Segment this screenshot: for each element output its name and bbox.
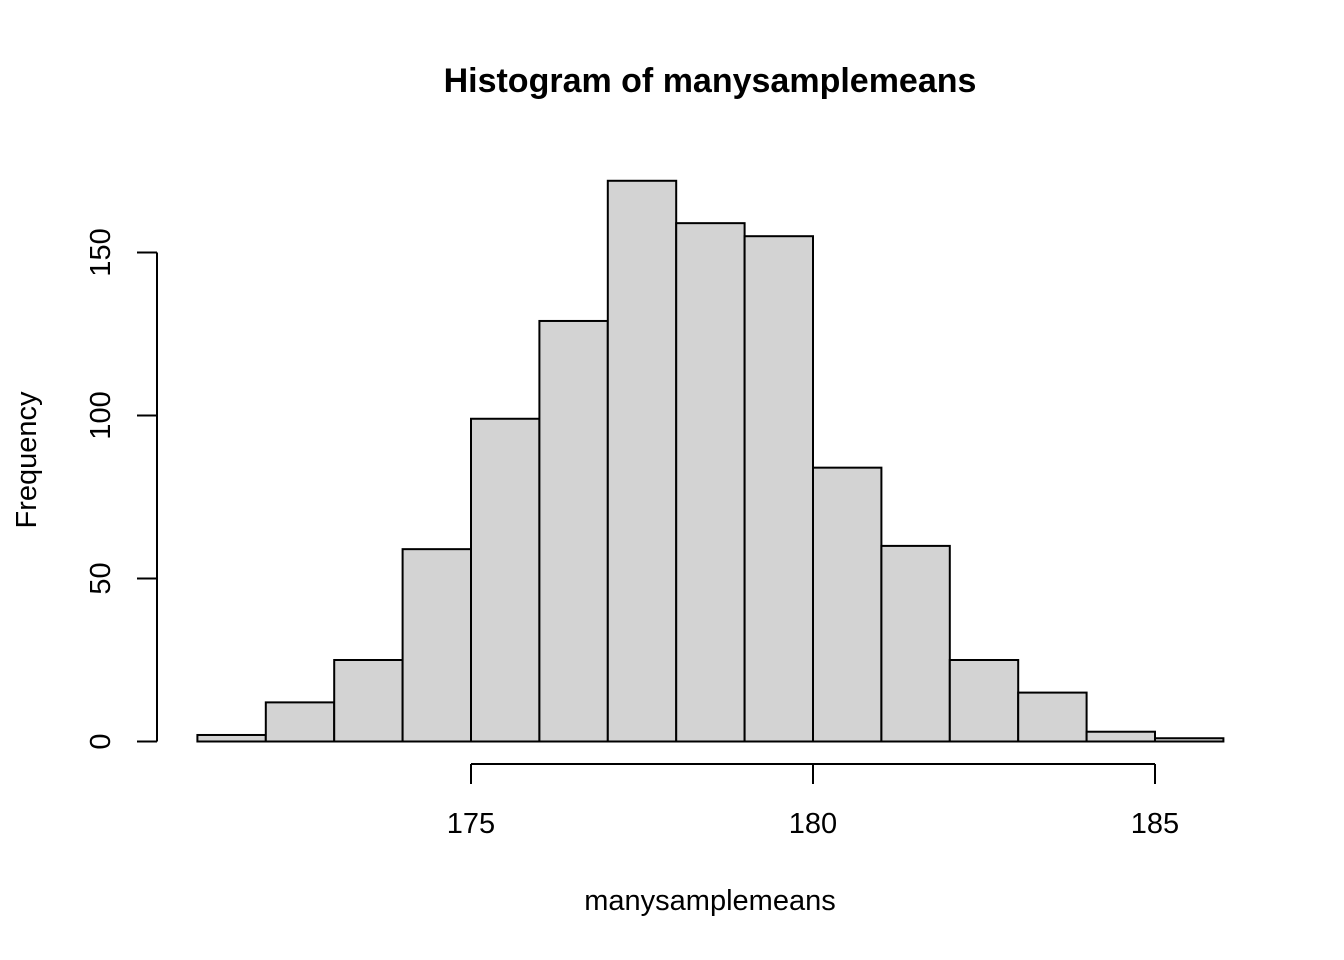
x-tick-label-175: 175 [447,808,495,840]
x-axis-label: manysamplemeans [584,885,835,917]
y-tick-label-0: 0 [85,733,117,749]
histogram-bar-13 [1085,730,1156,743]
histogram-bar-7 [675,222,746,743]
y-axis: 0 50 100 150 [85,228,158,750]
histogram-bar-9 [812,466,883,743]
histogram-bar-1 [264,701,336,743]
y-tick-label-50: 50 [85,562,117,594]
histogram-bar-10 [880,544,951,743]
chart-title: Histogram of manysamplemeans [444,62,977,100]
y-tick-label-100: 100 [85,391,117,439]
histogram-bar-0 [196,733,267,743]
histogram-bar-3 [401,548,473,743]
x-tick-label-185: 185 [1131,808,1179,840]
histogram-bar-2 [333,659,404,743]
histogram-bar-8 [743,235,814,743]
histogram-bar-4 [470,417,541,743]
histogram-bar-14 [1154,737,1225,743]
histogram-bar-6 [606,179,678,743]
histogram-bar-5 [538,319,609,743]
x-tick-label-180: 180 [789,808,837,840]
bars [196,179,1225,743]
y-axis-label: Frequency [11,391,43,529]
y-tick-label-150: 150 [85,228,117,276]
histogram-bar-11 [948,659,1020,743]
histogram-bar-12 [1017,691,1088,743]
x-axis: 175 180 185 [447,763,1179,840]
